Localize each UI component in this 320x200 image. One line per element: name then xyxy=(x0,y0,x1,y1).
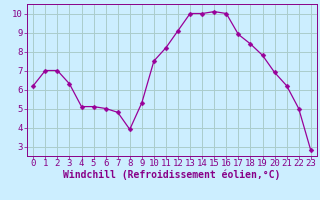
X-axis label: Windchill (Refroidissement éolien,°C): Windchill (Refroidissement éolien,°C) xyxy=(63,169,281,180)
